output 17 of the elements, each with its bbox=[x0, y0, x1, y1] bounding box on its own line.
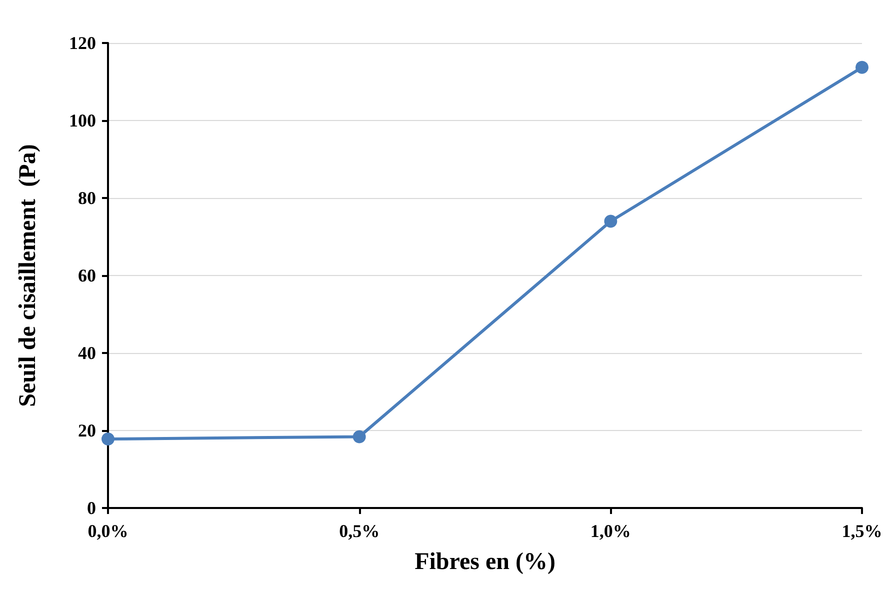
x-tick-label: 0,0% bbox=[88, 521, 128, 541]
y-tick-label: 120 bbox=[69, 33, 96, 53]
y-tick-label: 0 bbox=[87, 498, 96, 518]
y-tick-label: 20 bbox=[78, 420, 96, 440]
y-tick-label: 80 bbox=[78, 188, 96, 208]
y-axis-title: Seuil de cisaillement (Pa) bbox=[15, 144, 41, 407]
x-tick-label: 1,5% bbox=[842, 521, 882, 541]
point bbox=[856, 60, 868, 74]
point bbox=[352, 430, 366, 444]
y-tick-label: 40 bbox=[78, 343, 96, 363]
y-tick-label: 100 bbox=[69, 110, 96, 130]
x-tick-label: 0,5% bbox=[339, 521, 380, 541]
point bbox=[102, 432, 114, 446]
x-axis-title: Fibres en (%) bbox=[414, 549, 556, 575]
y-tick-label: 60 bbox=[78, 266, 96, 286]
point bbox=[604, 214, 618, 228]
x-tick-label: 1,0% bbox=[590, 521, 631, 541]
